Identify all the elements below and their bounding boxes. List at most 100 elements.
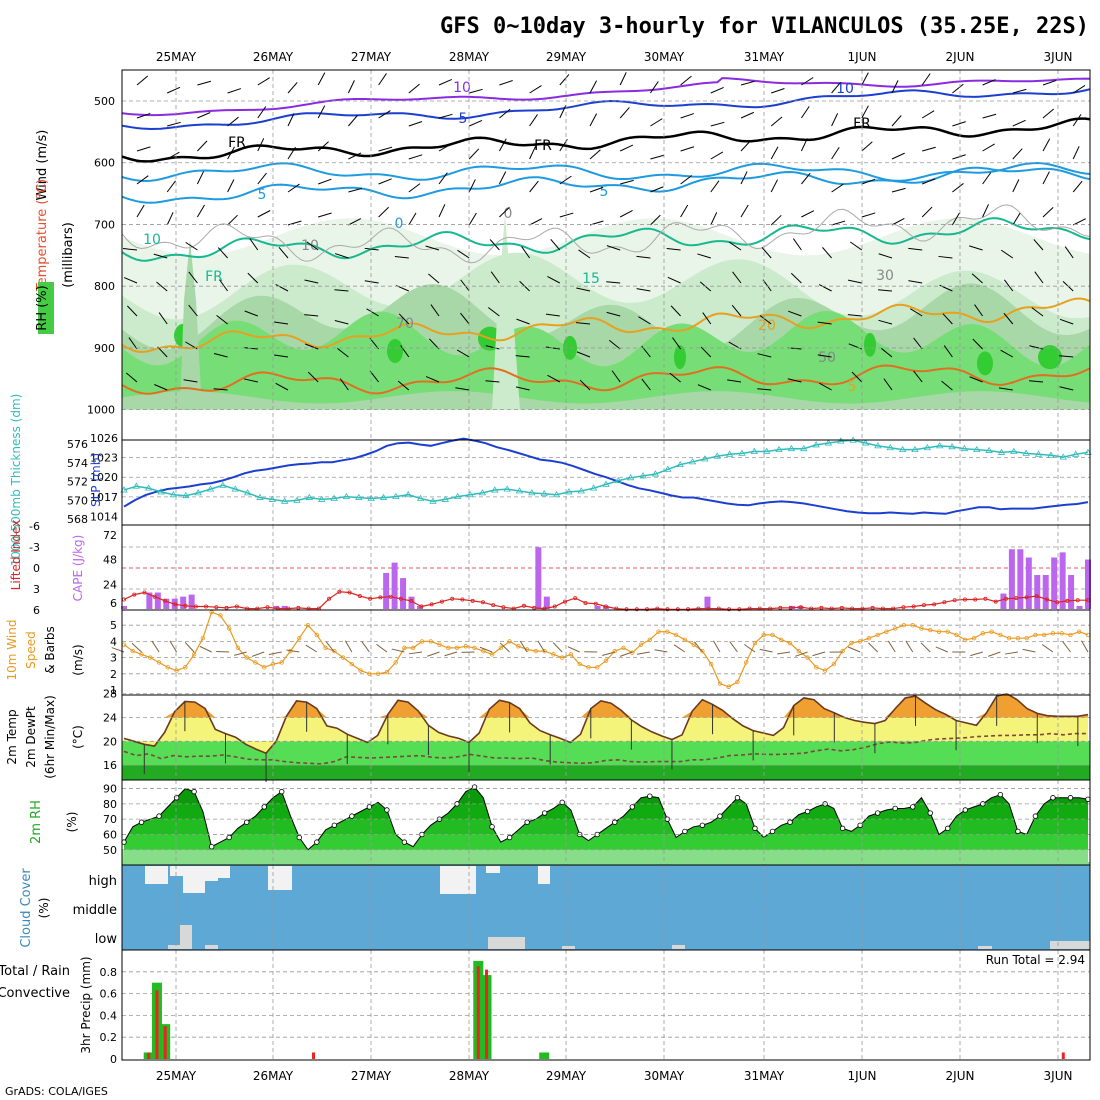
wind10-barb-28 [361,641,370,653]
wind-barb-12-3 [498,171,507,185]
wind-barb-12-8 [485,345,500,350]
wind-barb-10-0 [438,78,453,86]
wind-barb-0-8 [128,337,138,350]
wind10-marker-33 [411,645,416,651]
wind-barb-17-2 [650,154,665,160]
wind-barb-16-5 [606,245,621,251]
wind-barb-22-4 [801,210,815,218]
li-marker-76 [901,605,906,610]
wind10-barb-106 [1042,644,1054,653]
cloud-high-2 [183,866,205,893]
contour-label-3: FR [534,138,552,154]
wind10-barb-2 [131,642,142,653]
thickness-marker-50 [738,449,746,456]
pressure-tick-800: 800 [94,280,115,293]
li-marker-37 [501,605,506,610]
ylabel-lifted-index: Lifted Index [9,520,23,591]
wind-barb-13-4 [529,218,543,226]
rh-marker-90 [910,804,916,810]
wind10-barb-32 [391,648,405,653]
wind-barb-21-1 [770,116,783,127]
wind-barb-20-7 [731,304,742,317]
wind10-marker-25 [340,655,346,660]
wind-barb-24-9 [851,371,863,383]
wind-barb-5-6 [275,283,289,292]
contour-label-14: 0 [504,206,513,222]
ylabel-cloud: Cloud Cover [19,868,34,948]
wind10-marker-78 [805,655,810,660]
wind10-barb-60 [636,651,650,655]
wind10-marker-100 [998,632,1003,638]
li-line [123,591,1088,610]
date-label-bottom-26MAY: 26MAY [253,1069,294,1083]
wind10-marker-43 [498,645,504,651]
wind10-tick-2: 2 [110,668,117,681]
wind-barb-8-9 [369,370,379,383]
wind10-frame [121,609,1091,696]
thickness-marker-69 [973,445,981,453]
thickness-marker-28 [466,490,474,498]
thickness-marker-15 [305,493,314,500]
wind-barb-29-6 [1003,279,1014,292]
thickness-tick-574: 574 [67,457,88,470]
wind-barb-29-7 [1003,312,1014,325]
wind-barb-27-1 [952,121,966,127]
wind-barb-1-7 [158,312,168,325]
wind-barb-0-6 [123,277,138,284]
precip-total-bar-51 [539,1052,550,1059]
wind-barb-4-4 [257,210,271,218]
wind-barb-6-9 [307,371,319,383]
wind10-barb-16 [251,651,265,657]
wind10-barb-20 [286,649,300,653]
wind10-marker-32 [402,645,407,651]
ylabel-wind10-b: Speed [24,631,38,669]
li-marker-85 [993,599,998,604]
wind-barb-12-7 [487,307,500,317]
wind10-marker-86 [875,632,880,638]
rh-marker-64 [682,828,688,835]
wind10-marker-47 [533,648,539,654]
rh-area-70 [124,787,1088,820]
wind-barb-5-5 [278,246,289,259]
wind10-barb-14 [233,651,247,656]
ylabel-temp-c: (6hr Min/Max) [43,695,57,779]
wind-barb-18-7 [670,305,681,317]
cloud-low-6 [978,946,992,949]
wind-barb-7-1 [348,115,358,127]
rh-marker-94 [945,825,951,832]
precip-tick-0.6: 0.6 [100,988,118,1001]
wind-barb-30-2 [1042,138,1051,152]
wind-barb-1-4 [166,212,174,226]
li-marker-90 [1044,597,1049,602]
wind-barb-10-6 [428,273,440,284]
wind-barb-31-7 [1059,318,1074,325]
rh-blob-7 [864,332,876,357]
thickness-marker-63 [898,445,907,453]
wind-barb-9-2 [408,154,423,160]
wind10-marker-77 [796,648,801,654]
temp-band-20 [122,741,1090,766]
wind-barb-16-2 [619,144,634,152]
wind10-marker-93 [936,629,942,634]
wind-barb-6-7 [304,314,319,317]
thickness-marker-56 [812,441,820,448]
wind10-barb-74 [759,648,773,653]
thickness-marker-74 [1034,450,1043,457]
wind-barb-12-0 [499,80,513,86]
wind10-barb-76 [777,651,791,655]
wind-barb-2-2 [197,140,208,152]
rh-tick-70: 70 [103,813,117,826]
wind-barb-28-3 [982,172,992,185]
contour-label-2: FR [228,135,246,151]
cape-bar-57 [603,605,609,609]
rh-marker-30 [384,807,390,813]
thickness-marker-19 [355,493,363,500]
wind-barb-5-0 [287,82,298,94]
li-marker-84 [983,596,988,601]
wind-barb-23-1 [831,113,839,127]
rh-base-band [122,849,1090,865]
ylabel-cape: CAPE (J/kg) [71,535,85,602]
wind-barb-21-7 [759,315,772,325]
wind10-barb-90 [905,640,914,653]
wind10-marker-106 [1050,631,1056,636]
